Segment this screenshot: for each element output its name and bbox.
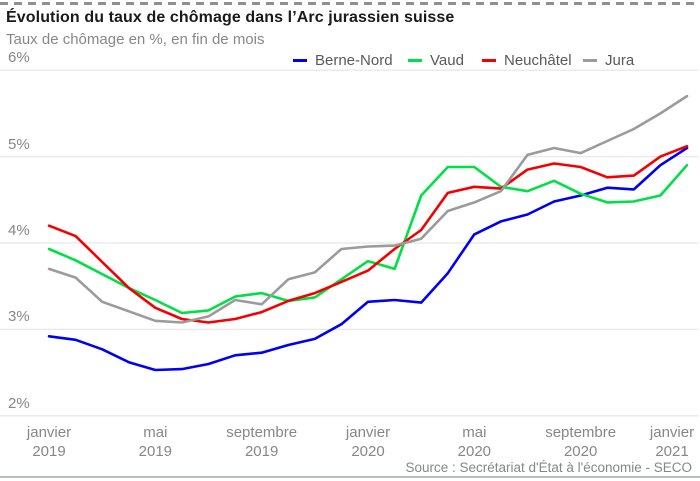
x-tick-year: 2019 <box>244 443 279 460</box>
legend-label: Jura <box>605 51 635 69</box>
bottom-rule <box>0 476 700 478</box>
x-tick-label-septembre-2019: septembre 2019 <box>207 423 317 461</box>
series-line-berne-nord <box>47 146 689 372</box>
top-dashed-rule <box>0 2 700 5</box>
y-tick-label-2%: 2% <box>8 394 30 412</box>
legend-dash-icon <box>583 58 597 62</box>
x-tick-label-mai-2019: mai 2019 <box>100 423 210 461</box>
legend-dash-icon <box>408 58 422 62</box>
y-tick-label-3%: 3% <box>8 308 30 326</box>
x-tick-label-janvier-2021: janvier 2021 <box>617 423 700 461</box>
legend-dash-icon <box>482 58 496 62</box>
source-credit: Source : Secrétariat d'État à l'économie… <box>405 460 692 475</box>
y-tick-label-4%: 4% <box>8 222 30 239</box>
x-tick-year: 2019 <box>32 443 66 460</box>
x-tick-month: septembre <box>545 424 617 441</box>
legend-item-vaud: Vaud <box>408 51 464 69</box>
legend-dash-icon <box>293 58 307 62</box>
legend-item-berne-nord: Berne-Nord <box>293 51 393 69</box>
x-tick-month: mai <box>462 424 487 441</box>
x-tick-year: 2020 <box>563 443 598 460</box>
legend-item-jura: Jura <box>583 51 634 69</box>
legend-item-neuch-tel: Neuchâtel <box>482 51 572 69</box>
legend-label: Neuchâtel <box>504 51 572 69</box>
series-line-jura <box>47 94 689 324</box>
x-tick-year: 2020 <box>457 443 492 460</box>
x-tick-label-mai-2020: mai 2020 <box>419 423 529 461</box>
x-tick-month: janvier <box>649 424 695 441</box>
chart-title: Évolution du taux de chômage dans l’Arc … <box>6 9 455 26</box>
x-tick-month: mai <box>143 424 168 441</box>
y-tick-label-6%: 6% <box>8 49 30 67</box>
chart-subtitle: Taux de chômage en %, en fin de mois <box>6 31 265 48</box>
x-tick-month: janvier <box>345 424 391 441</box>
series-line-vaud <box>47 163 689 315</box>
x-tick-label-septembre-2020: septembre 2020 <box>526 423 636 461</box>
y-tick-label-5%: 5% <box>8 135 30 153</box>
x-tick-year: 2020 <box>351 443 385 460</box>
chart-legend: Berne-Nord Vaud Neuchâtel Jura <box>0 51 700 69</box>
x-tick-label-janvier-2020: janvier 2020 <box>313 423 423 461</box>
x-tick-month: septembre <box>226 424 298 441</box>
legend-label: Vaud <box>430 51 464 69</box>
series-line-neuch-tel <box>47 144 689 324</box>
x-tick-year: 2019 <box>138 443 173 460</box>
x-tick-month: janvier <box>26 424 72 441</box>
x-tick-year: 2021 <box>655 443 689 460</box>
x-tick-label-janvier-2019: janvier 2019 <box>0 423 104 461</box>
legend-label: Berne-Nord <box>315 51 393 69</box>
